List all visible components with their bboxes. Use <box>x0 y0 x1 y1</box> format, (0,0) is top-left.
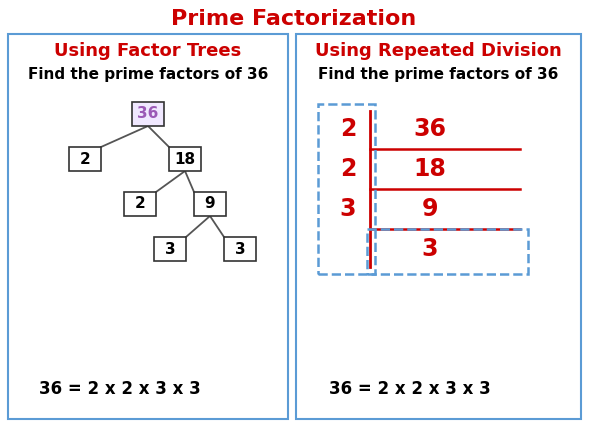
FancyBboxPatch shape <box>8 34 288 419</box>
Text: 36 = 2 x 2 x 3 x 3: 36 = 2 x 2 x 3 x 3 <box>329 380 491 398</box>
Text: 2: 2 <box>340 157 356 181</box>
FancyBboxPatch shape <box>169 147 201 171</box>
Text: Find the prime factors of 36: Find the prime factors of 36 <box>318 66 558 82</box>
Text: 2: 2 <box>80 151 90 166</box>
Text: 36: 36 <box>137 106 158 121</box>
FancyBboxPatch shape <box>154 237 186 261</box>
Text: Using Repeated Division: Using Repeated Division <box>315 42 561 60</box>
Text: 3: 3 <box>340 197 356 221</box>
Text: 18: 18 <box>174 151 196 166</box>
Text: Find the prime factors of 36: Find the prime factors of 36 <box>28 66 268 82</box>
Text: 3: 3 <box>234 242 245 257</box>
Text: 9: 9 <box>422 197 438 221</box>
Text: 9: 9 <box>205 196 216 211</box>
FancyBboxPatch shape <box>69 147 101 171</box>
Text: Prime Factorization: Prime Factorization <box>171 9 416 29</box>
Text: 18: 18 <box>413 157 446 181</box>
FancyBboxPatch shape <box>194 192 226 216</box>
Text: 2: 2 <box>340 117 356 141</box>
Text: 3: 3 <box>422 237 438 261</box>
FancyBboxPatch shape <box>296 34 581 419</box>
Text: 3: 3 <box>165 242 176 257</box>
Text: 36 = 2 x 2 x 3 x 3: 36 = 2 x 2 x 3 x 3 <box>39 380 201 398</box>
FancyBboxPatch shape <box>224 237 256 261</box>
Text: 2: 2 <box>135 196 145 211</box>
Text: Using Factor Trees: Using Factor Trees <box>54 42 241 60</box>
Text: 36: 36 <box>413 117 446 141</box>
FancyBboxPatch shape <box>124 192 156 216</box>
FancyBboxPatch shape <box>132 102 164 126</box>
